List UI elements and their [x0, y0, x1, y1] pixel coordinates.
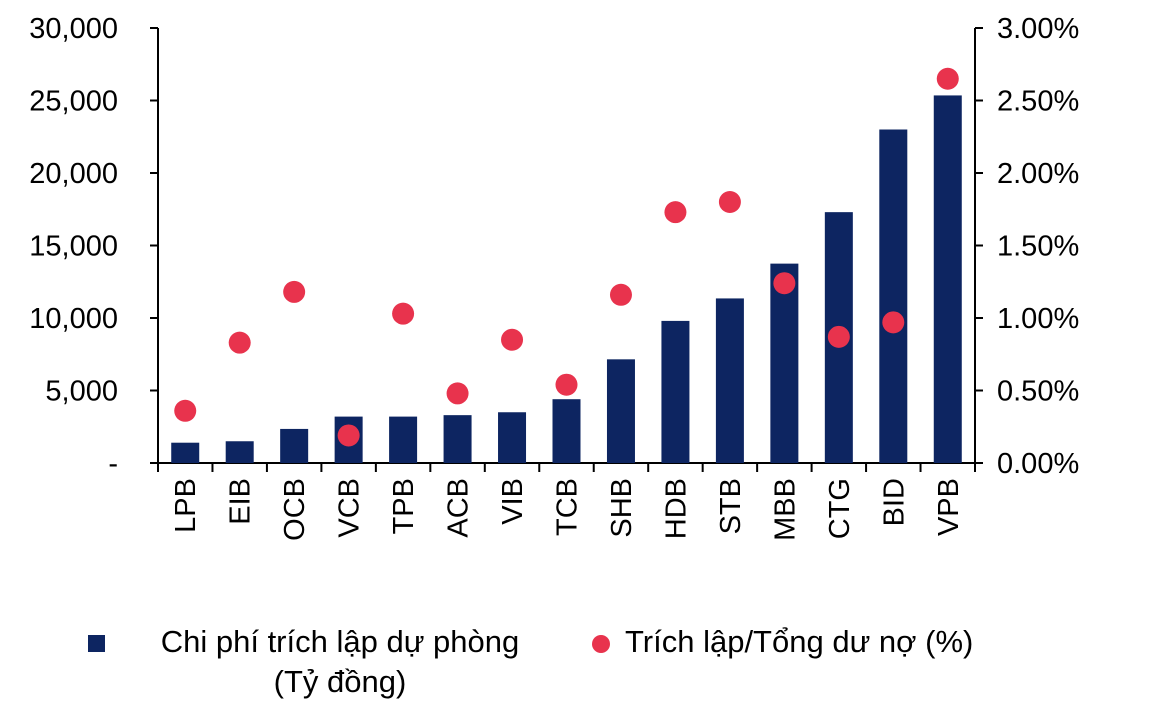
bar-tcb [552, 399, 581, 463]
dot-mbb [773, 272, 796, 295]
category-label-bid: BID [878, 478, 910, 526]
dot-bid [882, 311, 905, 334]
right-tick-label: 3.00% [997, 13, 1079, 45]
dot-tcb [555, 373, 578, 396]
legend-dot-label: Trích lập/Tổng dư nợ (%) [625, 624, 974, 659]
dot-ocb [283, 280, 306, 303]
category-label-hdb: HDB [660, 478, 692, 539]
bar-hdb [661, 320, 690, 463]
dot-acb [446, 382, 469, 405]
bar-acb [443, 415, 472, 463]
bar-series [171, 95, 962, 464]
category-label-vpb: VPB [933, 478, 965, 536]
right-tick-label: 0.00% [997, 448, 1079, 480]
category-label-stb: STB [715, 478, 747, 534]
legend-dot-swatch [592, 635, 610, 653]
legend: Chi phí trích lập dự phòng (Tỷ đồng) Trí… [0, 612, 1150, 722]
right-tick-label: 1.50% [997, 231, 1079, 263]
legend-bar-swatch [88, 635, 105, 652]
bar-tpb [389, 416, 418, 463]
dot-lpb [174, 399, 197, 422]
right-tick-label: 2.50% [997, 86, 1079, 118]
bar-vib [498, 412, 527, 463]
left-tick-label: 15,000 [29, 231, 118, 263]
bar-shb [606, 359, 635, 463]
left-tick-label: 20,000 [29, 158, 118, 190]
category-label-lpb: LPB [170, 478, 202, 533]
dot-hdb [664, 201, 687, 224]
category-label-ctg: CTG [824, 478, 856, 539]
dot-vib [501, 328, 524, 351]
category-label-ocb: OCB [279, 478, 311, 541]
right-tick-label: 1.00% [997, 303, 1079, 335]
left-tick-label: 10,000 [29, 303, 118, 335]
bar-mbb [770, 263, 799, 463]
category-label-mbb: MBB [769, 478, 801, 541]
category-label-tpb: TPB [388, 478, 420, 534]
dot-vpb [936, 67, 959, 90]
bar-vpb [933, 95, 962, 464]
dot-eib [228, 331, 251, 354]
dot-stb [718, 191, 741, 213]
category-label-tcb: TCB [552, 478, 584, 536]
category-label-eib: EIB [225, 478, 257, 525]
tick-labels: - 5,000 10,000 15,000 20,000 25,000 30,000 0.00… [29, 13, 1079, 480]
bar-lpb [171, 442, 200, 463]
dot-tpb [392, 302, 415, 325]
chart: - 5,000 10,000 15,000 20,000 25,000 30,000 0.00… [29, 13, 1079, 541]
category-label-shb: SHB [606, 478, 638, 538]
left-tick-label: - [108, 448, 118, 480]
category-labels: LPB EIB OCB VCB TPB ACB VIB TCB SHB HDB STB MBB CTG B… [170, 478, 965, 541]
legend-bar-label: Chi phí trích lập dự phòng (Tỷ đồng) [120, 622, 560, 702]
dot-vcb [337, 424, 360, 447]
right-tick-label: 2.00% [997, 158, 1079, 190]
category-label-acb: ACB [443, 478, 475, 538]
category-label-vcb: VCB [334, 478, 366, 538]
right-tick-label: 0.50% [997, 376, 1079, 408]
legend-bar-label-line2: (Tỷ đồng) [273, 664, 407, 699]
bar-bid [879, 129, 908, 463]
left-tick-label: 30,000 [29, 13, 118, 45]
dot-series [174, 67, 959, 447]
category-label-vib: VIB [497, 478, 529, 525]
bar-stb [715, 298, 744, 463]
bar-eib [225, 441, 254, 463]
dot-shb [609, 283, 632, 306]
left-tick-label: 25,000 [29, 86, 118, 118]
bar-ocb [280, 428, 309, 463]
dot-ctg [827, 325, 850, 348]
left-tick-label: 5,000 [45, 376, 118, 408]
legend-bar-label-line1: Chi phí trích lập dự phòng [160, 624, 520, 659]
